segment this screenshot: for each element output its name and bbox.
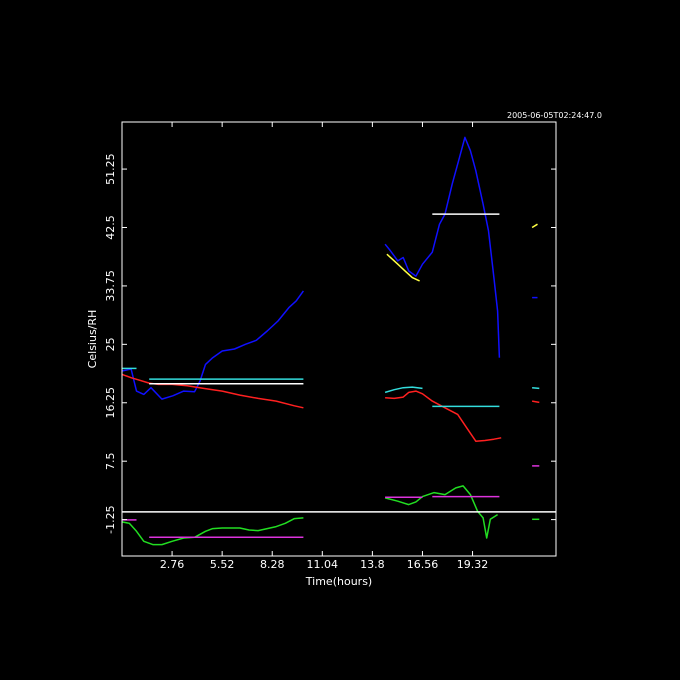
series-blue-line	[384, 136, 501, 358]
y-tick-label: 25	[104, 337, 117, 351]
y-tick-label: 51.25	[104, 153, 117, 185]
series-layer	[121, 136, 556, 546]
x-axis-title: Time(hours)	[305, 575, 372, 588]
x-axis-ticks: 2.76 5.52 8.28 11.04 13.8 16.56 19.32	[160, 122, 488, 571]
y-axis-ticks: -1.25 7.5 16.25 25 33.75 42.5 51.25	[104, 153, 556, 534]
y-axis-title: Celsius/RH	[86, 310, 99, 369]
x-tick-label: 16.56	[407, 558, 439, 571]
x-tick-label: 2.76	[160, 558, 185, 571]
series-blue-line	[121, 290, 305, 400]
series-cyan-line	[532, 386, 540, 390]
series-red-line	[531, 400, 540, 404]
series-green-line	[121, 517, 304, 546]
series-yellow-line	[386, 253, 420, 282]
series-cyan-line	[384, 386, 423, 394]
y-tick-label: 33.75	[104, 270, 117, 302]
plot-frame	[121, 121, 557, 557]
x-tick-label: 11.04	[307, 558, 339, 571]
series-green-line	[384, 485, 499, 539]
series-yellow-line	[531, 223, 538, 229]
series-red-line	[385, 390, 502, 442]
timestamp-label: 2005-06-05T02:24:47.0	[507, 111, 602, 120]
y-tick-label: 16.25	[104, 387, 117, 419]
y-tick-label: 7.5	[104, 452, 117, 470]
x-tick-label: 8.28	[260, 558, 285, 571]
y-tick-label: 42.5	[104, 215, 117, 240]
y-tick-label: -1.25	[104, 505, 117, 533]
x-tick-label: 13.8	[360, 558, 385, 571]
x-tick-label: 5.52	[210, 558, 235, 571]
x-tick-label: 19.32	[457, 558, 489, 571]
